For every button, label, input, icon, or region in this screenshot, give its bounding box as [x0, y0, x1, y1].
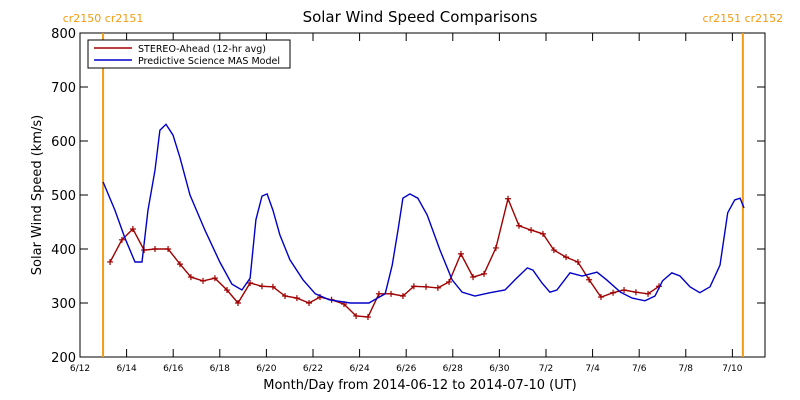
point-marker: [632, 289, 639, 296]
point-marker: [434, 284, 441, 291]
x-tick-label: 7/4: [585, 364, 600, 374]
y-tick-label: 600: [51, 135, 76, 150]
legend-label: Predictive Science MAS Model: [138, 56, 280, 67]
series-line: [109, 196, 660, 318]
point-marker: [293, 295, 300, 302]
point-marker: [539, 230, 546, 237]
x-tick-label: 6/20: [256, 364, 276, 374]
point-marker: [610, 289, 617, 296]
x-tick-label: 6/16: [163, 364, 183, 374]
point-marker: [282, 292, 289, 299]
point-marker: [353, 312, 360, 319]
y-tick-label: 200: [51, 351, 76, 366]
y-tick-label: 400: [51, 243, 76, 258]
x-tick-label: 6/18: [210, 364, 230, 374]
point-marker: [247, 280, 254, 287]
point-marker: [597, 294, 604, 301]
carrington-label: cr2150 cr2151: [63, 12, 144, 25]
x-axis-label: Month/Day from 2014-06-12 to 2014-07-10 …: [263, 378, 576, 393]
x-tick-label: 6/28: [443, 364, 463, 374]
point-marker: [492, 244, 499, 251]
point-marker: [224, 287, 231, 294]
point-marker: [586, 276, 593, 283]
point-marker: [258, 283, 265, 290]
x-tick-label: 7/8: [679, 364, 694, 374]
point-marker: [505, 195, 512, 202]
point-marker: [457, 250, 464, 257]
point-marker: [399, 292, 406, 299]
y-tick-label: 500: [51, 189, 76, 204]
point-marker: [234, 300, 241, 306]
point-marker: [152, 246, 159, 252]
y-tick-label: 700: [51, 81, 76, 96]
x-tick-label: 7/2: [539, 364, 553, 374]
legend-label: STEREO-Ahead (12-hr avg): [138, 44, 266, 55]
legend-box: [87, 39, 291, 69]
plot-frame: [79, 32, 766, 358]
point-marker: [481, 270, 488, 277]
x-tick-label: 6/24: [349, 364, 369, 374]
point-marker: [165, 246, 172, 252]
point-marker: [211, 275, 218, 282]
x-tick-label: 7/10: [722, 364, 742, 374]
point-marker: [176, 261, 183, 268]
series-line: [102, 123, 745, 304]
point-marker: [446, 278, 453, 285]
point-marker: [410, 283, 417, 290]
x-tick-label: 6/12: [70, 364, 90, 374]
y-axis-label: Solar Wind Speed (km/s): [30, 115, 45, 275]
x-tick-label: 6/14: [116, 364, 136, 374]
point-marker: [364, 314, 371, 321]
point-marker: [528, 227, 535, 234]
point-marker: [621, 287, 628, 294]
point-marker: [187, 274, 194, 281]
x-tick-label: 6/26: [396, 364, 416, 374]
point-marker: [107, 258, 114, 265]
point-marker: [422, 283, 429, 290]
point-marker: [118, 236, 125, 243]
point-marker: [200, 277, 207, 284]
point-marker: [470, 274, 477, 281]
point-marker: [574, 258, 581, 265]
point-marker: [306, 300, 313, 306]
x-tick-label: 6/22: [303, 364, 323, 374]
carrington-label: cr2151 cr2152: [703, 12, 784, 25]
point-marker: [645, 290, 652, 297]
point-marker: [388, 290, 395, 297]
y-tick-label: 300: [51, 297, 76, 312]
y-tick-label: 800: [51, 27, 76, 42]
chart-title: Solar Wind Speed Comparisons: [303, 8, 538, 26]
point-marker: [269, 283, 276, 290]
point-marker: [515, 222, 522, 229]
point-marker: [375, 290, 382, 297]
point-marker: [129, 226, 136, 233]
point-marker: [550, 247, 557, 254]
point-marker: [563, 254, 570, 261]
x-tick-label: 7/6: [632, 364, 647, 374]
x-tick-label: 6/30: [489, 364, 509, 374]
